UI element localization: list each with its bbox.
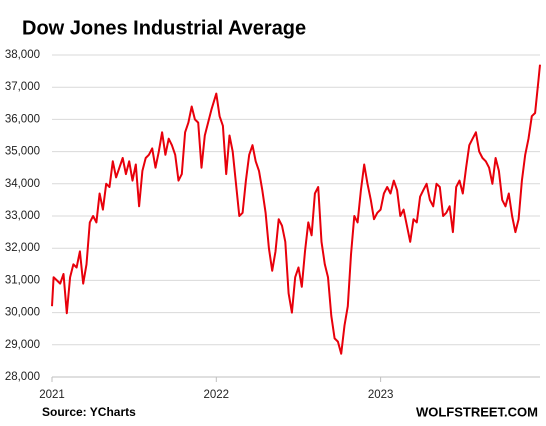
y-tick-label: 29,000	[5, 339, 40, 351]
source-note: Source: YCharts	[42, 405, 136, 419]
y-tick-label: 32,000	[5, 242, 40, 254]
y-tick-label: 28,000	[5, 371, 40, 383]
y-tick-label: 33,000	[5, 210, 40, 222]
x-tick-label: 2022	[204, 389, 230, 401]
y-tick-label: 35,000	[5, 146, 40, 158]
line-series	[51, 64, 541, 355]
y-tick-label: 34,000	[5, 178, 40, 190]
x-tick-label: 2021	[39, 389, 65, 401]
y-tick-label: 30,000	[5, 307, 40, 319]
x-tick-label: 2023	[368, 389, 394, 401]
y-tick-label: 37,000	[5, 81, 40, 93]
watermark: WOLFSTREET.COM	[416, 404, 538, 419]
y-tick-label: 31,000	[5, 274, 40, 286]
y-tick-label: 36,000	[5, 113, 40, 125]
y-tick-label: 38,000	[5, 49, 40, 61]
chart-title: Dow Jones Industrial Average	[22, 17, 306, 39]
